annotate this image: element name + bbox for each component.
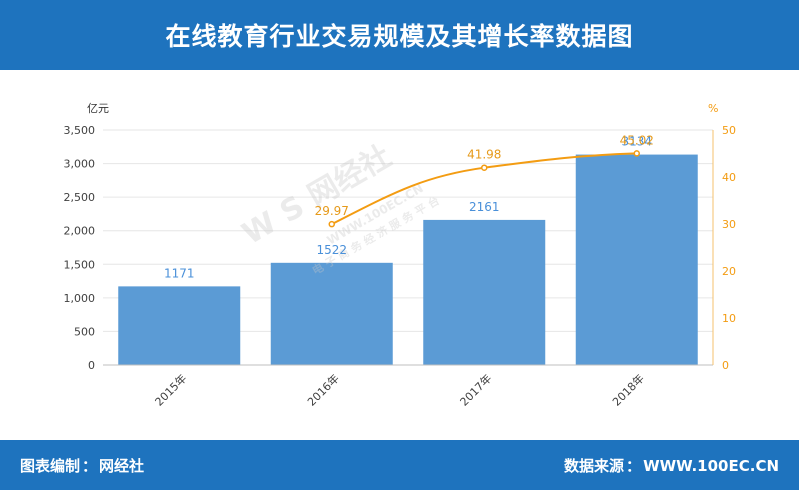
x-tick-label: 2015年 (152, 371, 189, 408)
x-tick-label: 2016年 (304, 371, 341, 408)
y-right-tick-label: 10 (722, 312, 736, 325)
y-right-tick-label: 0 (722, 359, 729, 372)
bar-data-label: 1522 (316, 243, 347, 257)
bar-data-label: 2161 (469, 200, 500, 214)
y-left-tick-label: 2,000 (64, 225, 96, 238)
line-data-label: 45.02 (620, 133, 654, 147)
footer-banner: 图表编制：网经社 数据来源： WWW.100EC.CN (0, 440, 799, 490)
y-right-tick-label: 30 (722, 218, 736, 231)
line-data-label: 41.98 (467, 148, 501, 162)
line-point (481, 164, 488, 171)
y-right-tick-label: 40 (722, 171, 736, 184)
y-left-tick-label: 2,500 (64, 191, 96, 204)
header-banner: 在线教育行业交易规模及其增长率数据图 (0, 0, 799, 70)
y-left-tick-label: 3,000 (64, 158, 96, 171)
y-left-tick-label: 3,500 (64, 124, 96, 137)
chart-title: 在线教育行业交易规模及其增长率数据图 (165, 22, 634, 51)
label-layer: 1171 1522 2161 3134 29.97 41.98 45.02 (164, 133, 654, 280)
footer-left-label: 图表编制 (20, 456, 81, 475)
bar (423, 219, 546, 365)
bar (118, 286, 241, 365)
y-left-tick-label: 1,500 (64, 258, 96, 271)
footer-right: 数据来源： WWW.100EC.CN (564, 456, 779, 475)
bar-data-label: 1171 (164, 266, 195, 280)
bar-layer (118, 154, 698, 365)
bar-data-label: 3134 (621, 135, 652, 149)
x-tick-label: 2018年 (609, 371, 646, 408)
line-layer (328, 150, 640, 228)
y-left-tick-label: 500 (74, 325, 95, 338)
line-point (328, 220, 335, 228)
y-left-tick-label: 0 (88, 359, 95, 372)
footer-right-value: WWW.100EC.CN (643, 456, 779, 475)
bar (270, 262, 393, 365)
footer-left-value: 网经社 (99, 456, 145, 475)
y-right-unit: % (708, 102, 718, 115)
footer-right-label: 数据来源 (564, 456, 625, 475)
footer-left: 图表编制：网经社 (20, 456, 145, 475)
line-data-label: 29.97 (315, 204, 349, 218)
line-point (633, 150, 640, 157)
y-left-unit: 亿元 (87, 102, 109, 115)
bar (575, 154, 698, 365)
y-right-tick-label: 50 (722, 124, 736, 137)
x-tick-label: 2017年 (457, 371, 494, 408)
y-right-tick-label: 20 (722, 265, 736, 278)
y-left-tick-label: 1,000 (64, 292, 96, 305)
